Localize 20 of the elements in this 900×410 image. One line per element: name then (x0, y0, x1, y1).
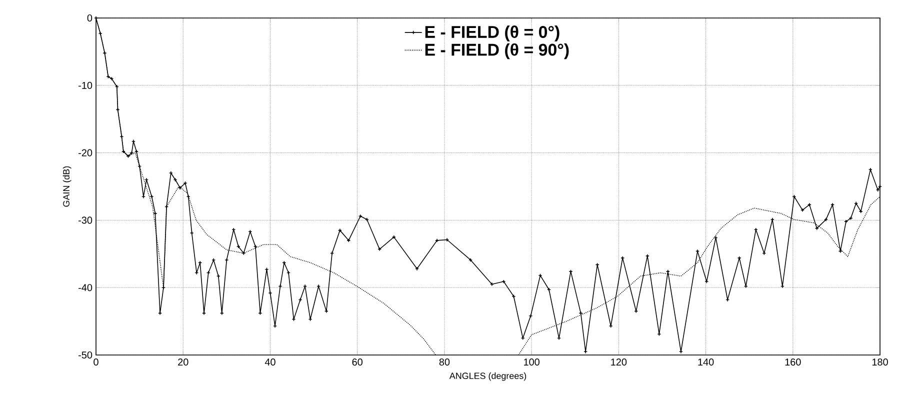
x-axis-title: ANGLES (degrees) (449, 372, 526, 381)
y-tick-label: 0 (87, 14, 92, 22)
x-tick-label: 20 (178, 358, 188, 366)
x-tick-label: 160 (785, 358, 801, 366)
y-axis-title: GAIN (dB) (62, 166, 72, 207)
x-tick-label: 100 (524, 358, 540, 366)
x-tick-label: 40 (264, 358, 276, 366)
legend-label: E - FIELD (θ = 0°) (425, 26, 560, 42)
y-tick-label: -30 (78, 216, 92, 224)
x-tick-label: 80 (439, 358, 450, 366)
x-tick-label: 180 (872, 358, 888, 366)
legend-label: E - FIELD (θ = 90°) (425, 43, 569, 60)
y-tick-label: -40 (78, 284, 92, 292)
x-tick-label: 60 (352, 358, 362, 366)
y-tick-label: -50 (78, 351, 92, 359)
y-tick-label: -10 (78, 82, 92, 89)
x-tick-label: 0 (94, 358, 98, 366)
y-tick-label: -20 (78, 149, 92, 156)
x-tick-label: 120 (611, 358, 627, 366)
x-tick-label: 140 (698, 358, 714, 366)
